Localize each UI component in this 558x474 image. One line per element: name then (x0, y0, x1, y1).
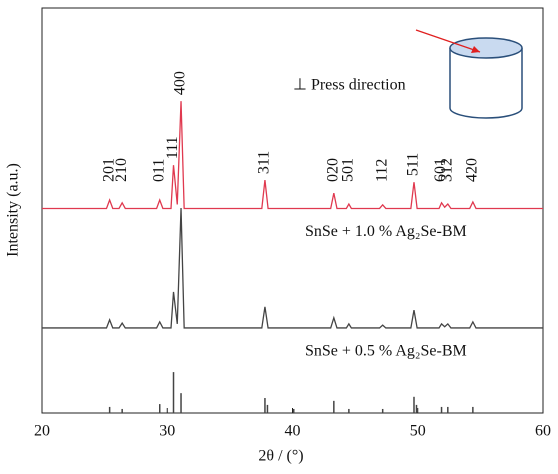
peak-label: 311 (256, 151, 273, 174)
peak-label: 312 (438, 158, 455, 182)
x-axis-label: 2θ / (°) (258, 448, 303, 465)
cylinder-top (449, 37, 523, 59)
peak-label: 201 (100, 158, 117, 182)
peak-label: 501 (340, 158, 357, 182)
x-tick-label: 20 (34, 423, 50, 440)
x-tick-label: 30 (159, 423, 175, 440)
peak-label: 420 (464, 158, 481, 182)
arrow-head (471, 46, 480, 53)
data-line (42, 101, 543, 210)
peak-label: 111 (164, 136, 181, 159)
peak-label: 210 (113, 158, 130, 182)
peak-label: 020 (325, 158, 342, 182)
x-tick-label: 60 (535, 423, 551, 440)
peak-label: 011 (150, 159, 167, 182)
x-tick-label: 50 (410, 423, 426, 440)
peak-label: 601 (432, 158, 449, 182)
arrow (415, 29, 481, 53)
plot-frame (41, 7, 544, 414)
series-label: SnSe + 1.0 % Ag₂Se-BM (305, 223, 467, 240)
data-line (42, 208, 543, 329)
cylinder-icon (415, 29, 523, 119)
series-label: SnSe + 0.5 % Ag₂Se-BM (305, 343, 467, 360)
peak-label: 511 (405, 153, 422, 176)
y-axis-label: Intensity (a.u.) (5, 163, 22, 257)
cylinder-body (449, 48, 523, 119)
peak-label: 400 (172, 71, 189, 95)
x-tick-label: 40 (285, 423, 301, 440)
peak-label: 112 (373, 159, 390, 182)
inset-label: ⊥ Press direction (293, 77, 406, 94)
